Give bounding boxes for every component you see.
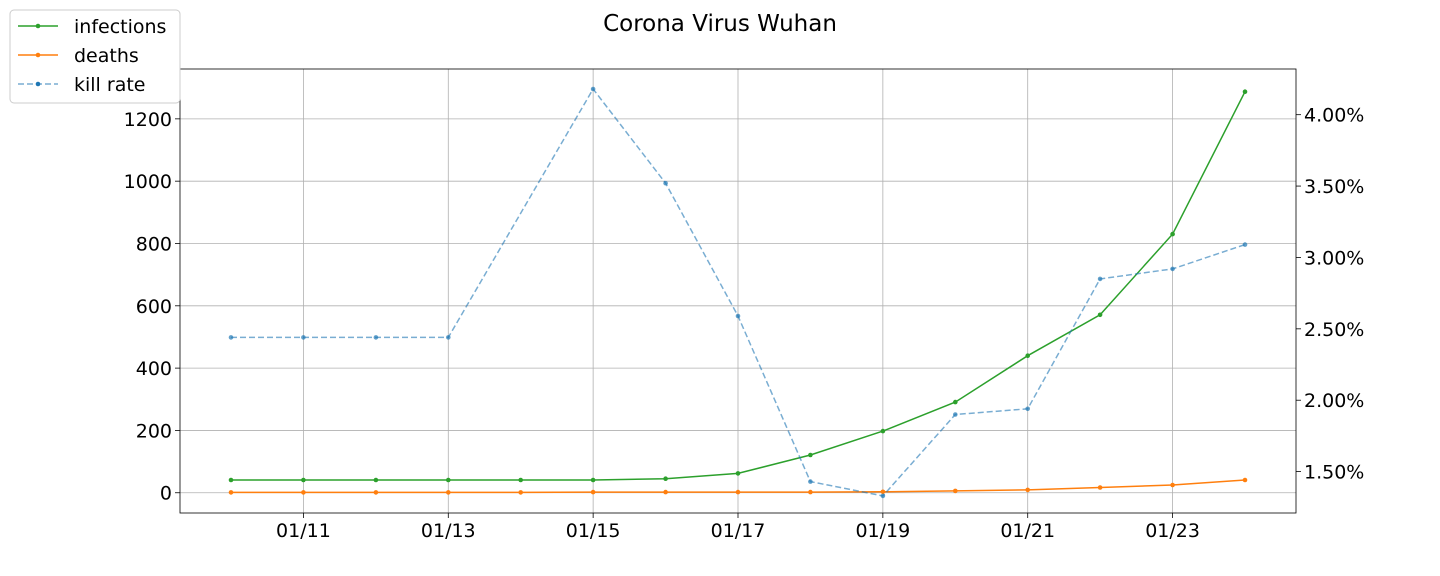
y2-tick-label: 1.50% bbox=[1304, 462, 1364, 484]
x-tick-label: 01/17 bbox=[711, 520, 766, 542]
data-point-infections bbox=[373, 477, 379, 483]
x-tick-label: 01/11 bbox=[276, 520, 331, 542]
legend-box bbox=[9, 9, 181, 104]
chart-title: Corona Virus Wuhan bbox=[603, 11, 837, 37]
data-point-deaths bbox=[735, 489, 741, 495]
y-tick-label: 1000 bbox=[124, 171, 172, 193]
data-point-deaths bbox=[808, 489, 813, 495]
data-point-infections bbox=[1025, 353, 1030, 359]
x-tick-label: 01/19 bbox=[855, 520, 910, 542]
data-point-kill-rate bbox=[301, 335, 306, 340]
legend-label: deaths bbox=[74, 45, 139, 67]
legend-marker bbox=[35, 23, 41, 29]
data-point-kill-rate bbox=[590, 86, 596, 92]
plot-frame bbox=[179, 68, 1297, 514]
data-point-kill-rate bbox=[373, 335, 379, 340]
data-point-kill-rate bbox=[228, 335, 234, 340]
y-tick-label: 1200 bbox=[124, 109, 172, 131]
data-point-infections bbox=[590, 477, 596, 483]
data-point-infections bbox=[1170, 231, 1175, 237]
data-point-infections bbox=[518, 477, 523, 483]
y-tick-label: 400 bbox=[136, 358, 172, 380]
data-point-deaths bbox=[518, 490, 523, 495]
legend-marker bbox=[35, 81, 41, 87]
data-point-deaths bbox=[446, 490, 451, 495]
data-point-deaths bbox=[953, 488, 958, 494]
series-layer bbox=[228, 86, 1248, 499]
data-point-kill-rate bbox=[1097, 276, 1103, 282]
data-point-deaths bbox=[880, 489, 886, 495]
data-point-infections bbox=[228, 477, 234, 483]
x-tick-label: 01/23 bbox=[1145, 520, 1200, 542]
data-point-deaths bbox=[1170, 482, 1175, 488]
legend: infections deaths kill rate bbox=[9, 9, 181, 104]
data-point-deaths bbox=[301, 490, 306, 495]
data-point-infections bbox=[735, 471, 741, 476]
y2-tick-label: 3.50% bbox=[1304, 176, 1364, 198]
data-point-kill-rate bbox=[953, 412, 958, 417]
data-point-deaths bbox=[663, 489, 668, 495]
data-point-infections bbox=[1097, 312, 1103, 318]
data-point-deaths bbox=[228, 490, 234, 495]
data-point-deaths bbox=[1097, 485, 1103, 490]
data-point-kill-rate bbox=[880, 493, 886, 499]
y2-tick-label: 3.00% bbox=[1304, 247, 1364, 269]
axes: 01/11 01/13 01/15 01/17 01/19 01/21 01/23 0 200 4… bbox=[124, 68, 1364, 542]
legend-label: infections bbox=[74, 16, 166, 38]
data-point-kill-rate bbox=[1025, 406, 1030, 412]
data-point-kill-rate bbox=[808, 479, 813, 484]
data-point-infections bbox=[301, 477, 306, 483]
y2-tick-label: 2.50% bbox=[1304, 319, 1364, 341]
data-point-deaths bbox=[1242, 477, 1248, 483]
x-tick-label: 01/15 bbox=[566, 520, 621, 542]
data-point-infections bbox=[1242, 89, 1248, 94]
data-point-infections bbox=[953, 399, 958, 405]
series-line-kill-rate bbox=[231, 87, 1246, 497]
data-point-kill-rate bbox=[446, 335, 451, 340]
data-point-infections bbox=[663, 476, 668, 482]
data-point-kill-rate bbox=[735, 313, 741, 319]
y-tick-label: 200 bbox=[136, 420, 172, 442]
legend-marker bbox=[35, 52, 41, 58]
y-tick-label: 600 bbox=[136, 296, 172, 318]
data-point-deaths bbox=[373, 490, 379, 495]
legend-label: kill rate bbox=[74, 74, 145, 96]
data-point-infections bbox=[446, 477, 451, 483]
data-point-kill-rate bbox=[1170, 266, 1175, 272]
y-tick-label: 800 bbox=[136, 233, 172, 255]
data-point-deaths bbox=[590, 489, 596, 495]
x-tick-label: 01/13 bbox=[421, 520, 476, 542]
data-point-infections bbox=[808, 452, 813, 458]
y2-tick-label: 4.00% bbox=[1304, 105, 1364, 127]
grid bbox=[180, 69, 1296, 513]
y2-tick-label: 2.00% bbox=[1304, 390, 1364, 412]
data-point-infections bbox=[880, 428, 886, 434]
data-point-deaths bbox=[1025, 487, 1030, 493]
y-tick-label: 0 bbox=[160, 483, 172, 505]
x-tick-label: 01/21 bbox=[1000, 520, 1055, 542]
data-point-kill-rate bbox=[663, 180, 668, 186]
data-point-kill-rate bbox=[1242, 242, 1248, 247]
